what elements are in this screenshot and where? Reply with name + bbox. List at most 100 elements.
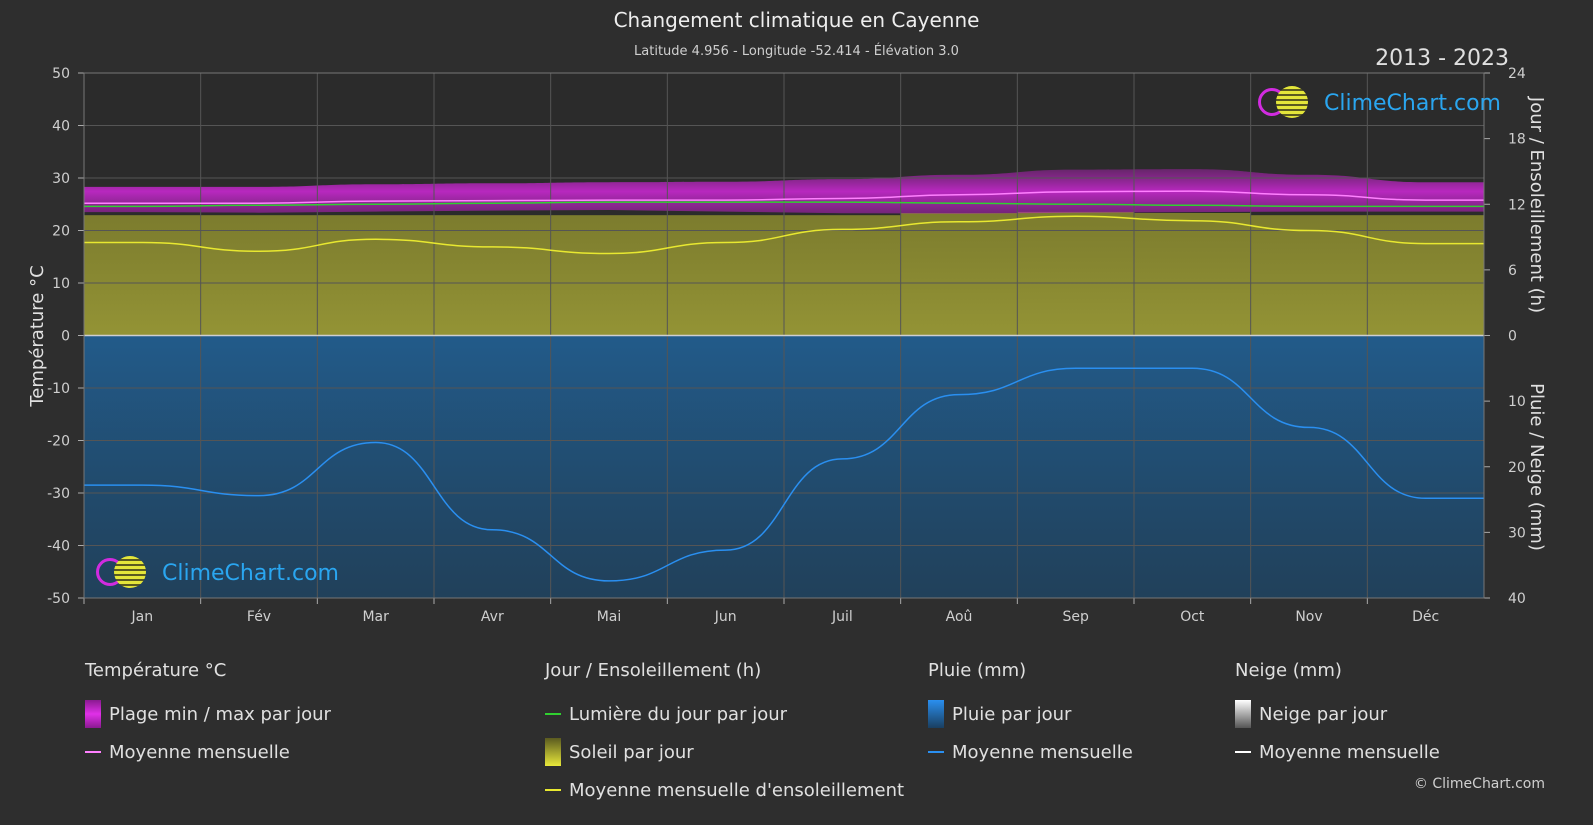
right-bottom-tick-label: 30 [1508,525,1526,541]
left-tick-label: -30 [47,486,70,502]
left-tick-label: 0 [61,329,70,345]
left-tick-label: 20 [52,224,70,240]
x-tick-label: Mar [362,609,389,625]
legend-item-rain-daily: Pluie par jour [928,695,1133,733]
legend-item-rain-mean: Moyenne mensuelle [928,733,1133,771]
right-top-tick-label: 0 [1508,329,1517,345]
right-top-tick-label: 12 [1508,197,1526,213]
left-tick-label: -50 [47,591,70,607]
left-tick-label: 10 [52,276,70,292]
left-tick-label: -40 [47,539,70,555]
period-label: 2013 - 2023 [1375,46,1509,71]
sunshine-bar [434,215,551,336]
legend-label: Soleil par jour [569,741,694,763]
sunshine-bar [1134,213,1251,336]
brand-logo-bottom: ClimeChart.com [96,556,339,590]
sunshine-mean-line [84,215,1484,255]
legend-temperature: Température °C Plage min / max par jour … [85,660,331,771]
x-tick-label: Jan [131,609,154,625]
legend-snow: Neige (mm) Neige par jour Moyenne mensue… [1235,660,1440,771]
rain-bar [667,335,784,598]
rain-bar [900,335,1018,598]
x-tick-label: Sep [1062,609,1089,625]
legend-label: Moyenne mensuelle [109,741,290,763]
right-top-tick-label: 6 [1508,263,1517,279]
left-tick-label: -10 [47,381,70,397]
legend-sun: Jour / Ensoleillement (h) Lumière du jou… [545,660,904,809]
legend-label: Moyenne mensuelle d'ensoleillement [569,779,905,801]
x-tick-label: Oct [1180,609,1205,625]
legend-heading: Pluie (mm) [928,660,1027,681]
left-tick-label: 50 [52,66,70,82]
daylight-line [83,201,1484,208]
rain-bar [317,335,434,598]
sunshine-swatch [545,738,561,766]
legend-item-snow-mean: Moyenne mensuelle [1235,733,1440,771]
legend-heading: Neige (mm) [1235,660,1342,681]
legend-item-daylight: Lumière du jour par jour [545,695,904,733]
sunshine-bar [900,213,1018,336]
brand-logo-icon [1258,86,1316,120]
sunshine-bar [550,215,668,336]
x-tick-label: Déc [1412,609,1439,625]
sunshine-bar [1250,215,1368,336]
right-bottom-axis-label: Pluie / Neige (mm) [1526,383,1547,551]
chart-subtitle: Latitude 4.956 - Longitude -52.414 - Élé… [634,44,959,59]
legend-label: Pluie par jour [952,703,1072,725]
sunshine-bar [784,215,901,336]
x-tick-label: Aoû [946,609,973,625]
daylight-swatch [545,713,561,715]
snow-swatch [1235,700,1251,728]
x-tick-label: Juil [831,609,853,625]
sunshine-mean-swatch [545,789,561,791]
plot-border [83,72,1485,599]
rain-bar [434,335,551,598]
legend-label: Neige par jour [1259,703,1388,725]
rain-mean-swatch [928,751,944,753]
x-tick-label: Avr [481,609,504,625]
chart-axes: 50 40 30 20 10 0 -10 -20 -30 -40 -50 24 18 12 6 0 10 20 30… [47,66,1526,625]
temp-mean-line [84,190,1484,204]
temp-mean-swatch [85,751,101,753]
chart-title: Changement climatique en Cayenne [613,8,980,32]
x-tick-label: Nov [1295,609,1322,625]
sunshine-bar [667,215,784,336]
rain-bar [1367,335,1484,598]
brand-logo-text: ClimeChart.com [162,560,339,586]
rain-bar [200,335,318,598]
x-tick-label: Mai [597,609,622,625]
right-bottom-tick-label: 20 [1508,460,1526,476]
temp-range-swatch [85,700,101,728]
legend-label: Moyenne mensuelle [952,741,1133,763]
rain-swatch [928,700,944,728]
x-tick-label: Jun [714,609,737,625]
brand-logo-icon [96,556,154,590]
sunshine-bar [84,215,201,336]
right-bottom-tick-label: 10 [1508,394,1526,410]
sunshine-bar [1367,215,1484,336]
left-tick-label: 40 [52,119,70,135]
rain-bar [1017,335,1134,598]
sunshine-bar [200,215,318,336]
right-bottom-tick-label: 40 [1508,591,1526,607]
legend-label: Lumière du jour par jour [569,703,788,725]
rain-bar [1134,335,1251,598]
copyright: © ClimeChart.com [1413,776,1545,792]
right-top-tick-label: 18 [1508,132,1526,148]
rain-mean-line [83,367,1484,582]
rain-bar [1250,335,1368,598]
right-top-tick-label: 24 [1508,66,1526,82]
legend-item-sunshine: Soleil par jour [545,733,904,771]
climate-chart: 50 40 30 20 10 0 -10 -20 -30 -40 -50 24 18 12 6 0 10 20 30… [27,66,1547,625]
legend-heading: Température °C [85,660,227,681]
sunshine-bar [317,215,434,336]
right-top-axis-label: Jour / Ensoleillement (h) [1526,96,1547,313]
snow-mean-swatch [1235,751,1251,753]
left-axis-label: Température °C [27,265,48,407]
x-tick-label: Fév [247,609,271,625]
legend-heading: Jour / Ensoleillement (h) [545,660,762,681]
chart-lines [83,190,1484,582]
rain-bar [550,335,668,598]
legend-label: Moyenne mensuelle [1259,741,1440,763]
legend-rain: Pluie (mm) Pluie par jour Moyenne mensue… [928,660,1133,771]
